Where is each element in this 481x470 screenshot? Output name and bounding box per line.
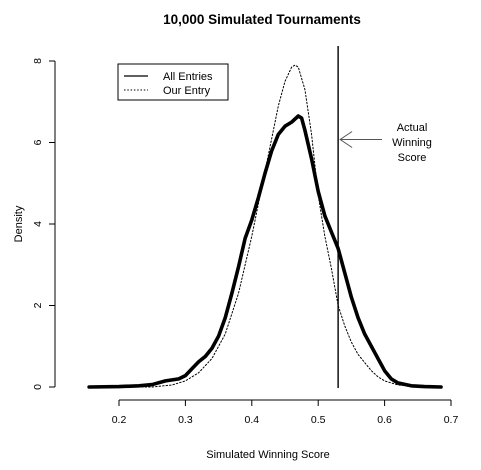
- y-tick-label: 6: [32, 139, 44, 145]
- annotation-arrow-head: [339, 131, 353, 148]
- x-tick-label: 0.7: [444, 414, 459, 426]
- x-axis-label: Simulated Winning Score: [206, 449, 330, 461]
- annotation-line-2: Winning: [392, 137, 432, 149]
- legend: All Entries Our Entry: [117, 63, 229, 101]
- series-layer: [87, 64, 443, 389]
- y-ticks: 0 2 4 6 8: [32, 58, 55, 390]
- x-ticks: 0.2 0.3 0.4 0.5 0.6 0.7: [112, 400, 459, 426]
- x-tick-label: 0.6: [377, 414, 392, 426]
- legend-label-our-entry: Our Entry: [163, 85, 211, 97]
- legend-label-all-entries: All Entries: [163, 71, 213, 83]
- annotation-line-3: Score: [398, 152, 427, 164]
- y-tick-label: 8: [32, 58, 44, 64]
- x-tick-label: 0.2: [112, 414, 127, 426]
- chart-title: 10,000 Simulated Tournaments: [163, 12, 361, 27]
- annotation-arrow: [339, 131, 382, 148]
- x-tick-label: 0.3: [178, 414, 193, 426]
- series-line-our-entry: [88, 64, 442, 388]
- legend-box: [117, 63, 229, 101]
- annotation-line-1: Actual: [397, 122, 428, 134]
- y-tick-label: 4: [32, 221, 44, 227]
- x-tick-label: 0.4: [244, 414, 259, 426]
- y-axis-label: Density: [13, 205, 25, 242]
- x-tick-label: 0.5: [311, 414, 326, 426]
- series-line-all-entries: [87, 114, 443, 389]
- y-tick-label: 0: [32, 384, 44, 390]
- y-tick-label: 2: [32, 302, 44, 308]
- annotation: Actual Winning Score: [339, 122, 432, 164]
